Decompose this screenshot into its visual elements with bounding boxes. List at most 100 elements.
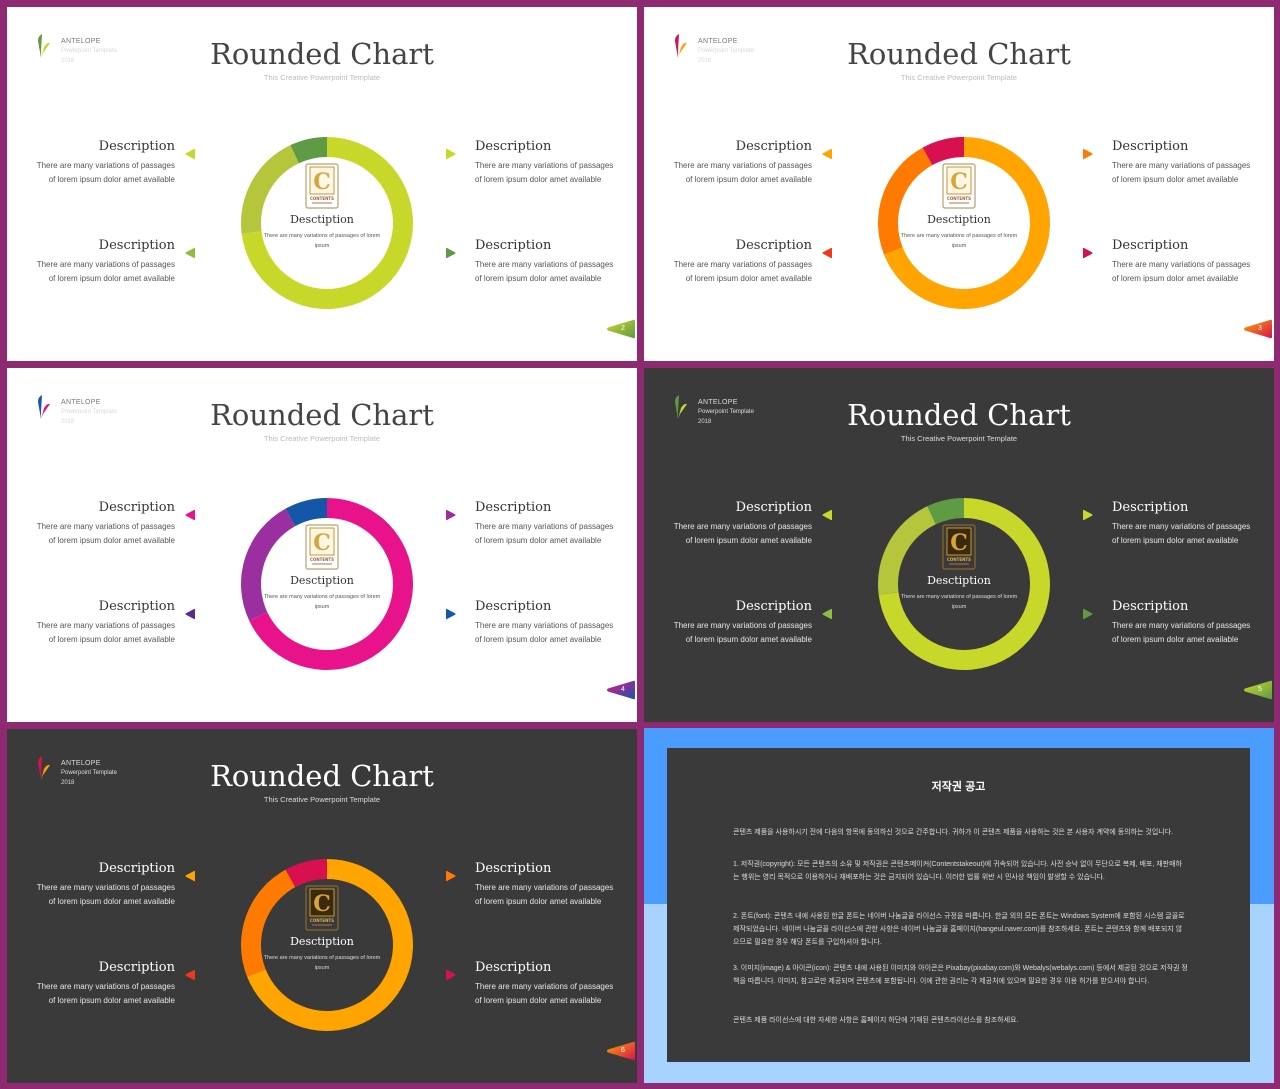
description-heading: Description bbox=[1112, 139, 1189, 154]
description-heading: Description bbox=[475, 960, 552, 975]
description-heading: Description bbox=[98, 599, 175, 614]
description-text: There are many variations of passages of… bbox=[475, 982, 614, 1005]
description-text: There are many variations of passages of… bbox=[1112, 621, 1251, 644]
brand-name: ANTELOPE bbox=[61, 38, 101, 45]
donut-segment-2 bbox=[878, 506, 936, 595]
center-title: Desctiption bbox=[290, 213, 354, 226]
arrow-right-icon bbox=[1082, 607, 1094, 625]
brand-year: 2018 bbox=[61, 780, 75, 786]
svg-text:CONTENTS: CONTENTS bbox=[947, 557, 971, 562]
description-heading: Description bbox=[98, 238, 175, 253]
description-text: There are many variations of passages of… bbox=[673, 522, 812, 545]
donut-segment-2 bbox=[878, 147, 933, 255]
description-bottom-left: Description There are many variations of … bbox=[672, 599, 812, 647]
description-text: There are many variations of passages of… bbox=[36, 522, 175, 545]
arrow-right-icon bbox=[445, 607, 457, 625]
description-heading: Description bbox=[98, 139, 175, 154]
description-heading: Description bbox=[98, 500, 175, 515]
slide-subtitle: This Creative Powerpoint Template bbox=[263, 434, 381, 443]
description-heading: Description bbox=[475, 139, 552, 154]
svg-text:C: C bbox=[313, 169, 331, 195]
description-bottom-right: Description There are many variations of … bbox=[1112, 599, 1252, 647]
description-text: There are many variations of passages of… bbox=[475, 161, 614, 184]
rounded-chart-slide-6: ANTELOPE Powerpoint Template 2018 Rounded C… bbox=[7, 729, 637, 1083]
description-bottom-left: Description There are many variations of … bbox=[35, 599, 175, 647]
description-heading: Description bbox=[1112, 500, 1189, 515]
description-heading: Description bbox=[735, 238, 812, 253]
donut-segment-3 bbox=[927, 498, 964, 525]
description-text: There are many variations of passages of… bbox=[36, 161, 175, 184]
svg-text:CONTENTS: CONTENTS bbox=[310, 557, 334, 562]
description-text: There are many variations of passages of… bbox=[673, 161, 812, 184]
description-text: There are many variations of passages of… bbox=[36, 982, 175, 1005]
description-heading: Description bbox=[475, 861, 552, 876]
description-bottom-right: Description There are many variations of … bbox=[475, 599, 615, 647]
donut-chart bbox=[878, 137, 1050, 309]
arrow-left-icon bbox=[821, 147, 833, 165]
slide-subtitle: This Creative Powerpoint Template bbox=[263, 73, 381, 82]
brand-name: ANTELOPE bbox=[61, 399, 101, 406]
notice-panel: 저작권 공고 콘텐츠 제품을 사용하시기 전에 다음의 항목에 동의하신 것으로… bbox=[667, 748, 1250, 1062]
page-number-badge: 4 bbox=[605, 679, 635, 706]
description-text: There are many variations of passages of… bbox=[475, 883, 614, 906]
brand-subtitle: Powerpoint Template bbox=[61, 48, 117, 54]
description-text: There are many variations of passages of… bbox=[36, 260, 175, 283]
donut-chart bbox=[241, 137, 413, 309]
page-number: 5 bbox=[1258, 686, 1262, 693]
notice-title: 저작권 공고 bbox=[931, 781, 986, 793]
description-text: There are many variations of passages of… bbox=[673, 621, 812, 644]
description-text: There are many variations of passages of… bbox=[475, 522, 614, 545]
brand-subtitle: Powerpoint Template bbox=[698, 48, 754, 54]
description-text: There are many variations of passages of… bbox=[475, 260, 614, 283]
arrow-left-icon bbox=[184, 246, 196, 264]
center-title: Desctiption bbox=[927, 574, 991, 587]
rounded-chart-slide-3: ANTELOPE Powerpoint Template 2018 Rounded C… bbox=[644, 7, 1274, 361]
center-title: Desctiption bbox=[927, 213, 991, 226]
description-top-left: Description There are many variations of … bbox=[35, 500, 175, 548]
donut-segment-2 bbox=[241, 145, 299, 234]
svg-text:C: C bbox=[950, 530, 968, 556]
arrow-right-icon bbox=[1082, 508, 1094, 526]
page-number-badge: 6 bbox=[605, 1040, 635, 1067]
description-heading: Description bbox=[1112, 238, 1189, 253]
arrow-right-icon bbox=[445, 246, 457, 264]
description-top-left: Description There are many variations of … bbox=[672, 139, 812, 187]
page-number-badge: 2 bbox=[605, 318, 635, 345]
antelope-logo-icon bbox=[38, 395, 50, 419]
center-title: Desctiption bbox=[290, 574, 354, 587]
arrow-right-icon bbox=[445, 508, 457, 526]
antelope-logo-icon bbox=[675, 395, 687, 419]
page-number: 2 bbox=[621, 325, 625, 332]
description-text: There are many variations of passages of… bbox=[1112, 161, 1251, 184]
description-text: There are many variations of passages of… bbox=[1112, 522, 1251, 545]
description-top-right: Description There are many variations of … bbox=[475, 139, 615, 187]
notice-paragraph-license: 콘텐츠 제품 라이선스에 대한 자세한 사항은 홈페이지 하단에 기재된 콘텐츠… bbox=[733, 1017, 1019, 1024]
center-title: Desctiption bbox=[290, 935, 354, 948]
brand-year: 2018 bbox=[698, 58, 712, 64]
slide-title: Rounded Chart bbox=[847, 398, 1071, 432]
description-bottom-left: Description There are many variations of … bbox=[672, 238, 812, 286]
donut-segment-3 bbox=[285, 859, 327, 888]
description-heading: Description bbox=[475, 238, 552, 253]
center-text: There are many variations of passages of… bbox=[263, 233, 381, 249]
brand-subtitle: Powerpoint Template bbox=[698, 409, 754, 415]
description-bottom-left: Description There are many variations of … bbox=[35, 960, 175, 1008]
slide-title: Rounded Chart bbox=[210, 37, 434, 71]
center-text: There are many variations of passages of… bbox=[263, 955, 381, 971]
description-top-right: Description There are many variations of … bbox=[1112, 139, 1252, 187]
description-top-right: Description There are many variations of … bbox=[1112, 500, 1252, 548]
page-number-badge: 3 bbox=[1242, 318, 1272, 345]
description-top-right: Description There are many variations of … bbox=[475, 500, 615, 548]
rounded-chart-slide-2: ANTELOPE Powerpoint Template 2018 Rounded C… bbox=[7, 7, 637, 361]
arrow-left-icon bbox=[184, 147, 196, 165]
description-text: There are many variations of passages of… bbox=[36, 883, 175, 906]
arrow-left-icon bbox=[821, 246, 833, 264]
description-bottom-left: Description There are many variations of … bbox=[35, 238, 175, 286]
description-heading: Description bbox=[475, 500, 552, 515]
slide-subtitle: This Creative Powerpoint Template bbox=[263, 795, 381, 804]
page-number: 3 bbox=[1258, 325, 1262, 332]
description-heading: Description bbox=[735, 500, 812, 515]
